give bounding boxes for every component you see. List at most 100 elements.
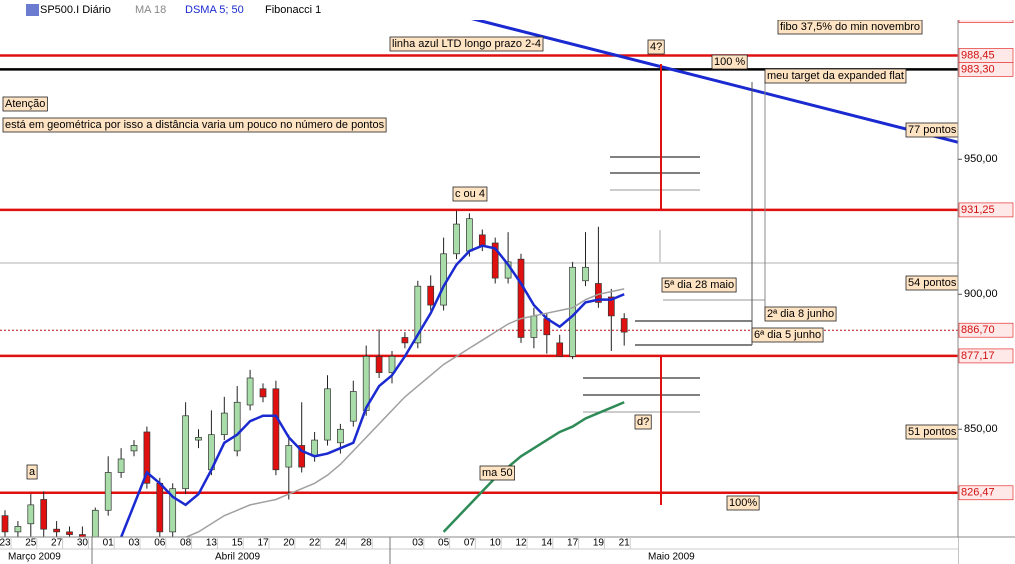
annotation: c ou 4	[452, 186, 488, 202]
x-tick-label: 30	[77, 538, 89, 549]
annotation-text: 2ª dia 8 junho	[767, 308, 834, 320]
x-tick-label: 08	[180, 538, 192, 549]
candle-body	[453, 223, 460, 255]
candle-body	[337, 428, 344, 444]
level-label: 826,47	[961, 487, 995, 499]
indicator-line	[119, 244, 625, 538]
candle-body	[259, 388, 267, 398]
annotation-text: 100%	[729, 497, 757, 509]
annotation: d?	[634, 414, 652, 430]
annotation-box	[647, 39, 665, 55]
annotation-box	[452, 186, 488, 202]
overlay: fibo 37,5% do min novembro linha azul LTD…	[2, 19, 959, 538]
candle-body	[91, 509, 99, 538]
x-group-label: Abril 2009	[215, 552, 260, 563]
candle-body	[195, 437, 202, 441]
candle-body	[324, 388, 331, 441]
level-label: 886,70	[961, 324, 995, 336]
annotation-box	[751, 327, 824, 343]
candle-body	[530, 315, 538, 338]
annotation: 6ª dia 5 junho	[751, 327, 824, 343]
annotation-text: meu target da expanded flat	[767, 70, 904, 82]
indicator[interactable]: DSMA 5; 50	[185, 4, 244, 16]
level-label-box	[958, 202, 1014, 218]
indicator[interactable]: MA 18	[135, 4, 166, 16]
x-tick-label: 13	[206, 538, 218, 549]
annotation-box	[726, 495, 760, 511]
annotation-box	[2, 117, 387, 133]
candle-body	[582, 266, 589, 282]
candle-body	[1, 515, 9, 533]
x-tick-label: 03	[128, 538, 140, 549]
y-tick-label: 900,00	[964, 288, 998, 300]
icon	[26, 4, 39, 16]
x-group-label: Maio 2009	[648, 552, 695, 563]
indicator-line	[185, 288, 625, 538]
annotation-box	[764, 306, 837, 322]
x-tick-label: 27	[51, 538, 63, 549]
candle-body	[349, 391, 357, 422]
annotation: 100%	[726, 495, 760, 511]
level-label-box	[958, 62, 1014, 77]
candle-body	[311, 439, 318, 457]
chart-title: SP500.I Diário	[40, 4, 111, 16]
annotation: Atenção	[2, 96, 48, 112]
candle-body	[414, 285, 422, 344]
x-tick-label: 07	[464, 538, 476, 549]
fib-marks	[583, 64, 766, 505]
candle-body	[401, 337, 409, 344]
indicator-line	[442, 401, 625, 533]
indicator[interactable]: Fibonacci 1	[265, 4, 321, 16]
annotation-box	[634, 414, 652, 430]
price-axis	[958, 0, 1015, 537]
annotation: 54 pontos	[905, 275, 959, 291]
x-group-label: Março 2009	[8, 552, 61, 563]
level-label-box	[958, 322, 1014, 338]
candle-body	[478, 234, 486, 247]
x-tick-label: 21	[619, 538, 631, 549]
annotation: a	[26, 464, 38, 480]
candle-body	[220, 412, 228, 436]
level-label-box	[958, 348, 1014, 364]
x-tick-label: 10	[490, 538, 502, 549]
candle-body	[569, 266, 576, 357]
x-tick-label: 20	[283, 538, 295, 549]
candle-body	[517, 258, 525, 338]
x-tick-label: 05	[438, 538, 450, 549]
annotation-box	[389, 36, 544, 52]
annotation-box	[711, 54, 748, 70]
annotation-text: Atenção	[5, 98, 45, 110]
annotation: meu target da expanded flat	[764, 68, 907, 84]
candle-body	[298, 445, 306, 468]
candle-body	[143, 431, 151, 484]
candle-body	[285, 445, 293, 468]
candle-body	[169, 488, 177, 533]
candle-body	[233, 401, 241, 452]
annotation-text: está em geométrica por isso a distância …	[5, 119, 385, 131]
candle-body	[40, 499, 48, 530]
candle-body	[466, 218, 473, 252]
candle-body	[130, 445, 138, 452]
candle-body	[620, 318, 628, 333]
x-tick-label: 22	[309, 538, 321, 549]
annotation-text: 5ª dia 28 maio	[664, 279, 734, 291]
annotation-text: 77 pontos	[908, 124, 957, 136]
candle-body	[117, 458, 125, 473]
x-tick-label: 14	[541, 538, 553, 549]
annotation: 100 %	[711, 54, 748, 70]
candle-body	[246, 377, 254, 406]
level-label: 877,17	[961, 350, 995, 362]
x-tick-label: 15	[232, 538, 244, 549]
level-label: 988,45	[961, 49, 995, 61]
x-tick-label: 01	[103, 538, 115, 549]
candle-body	[53, 528, 60, 533]
annotation-box	[661, 277, 737, 293]
y-tick-label: 950,00	[964, 153, 998, 165]
annotation-text: ma 50	[482, 467, 513, 479]
candle-body	[27, 504, 35, 525]
annotation-text: 100 %	[714, 56, 745, 68]
annotation-text: d?	[637, 416, 649, 428]
x-tick-label: 24	[335, 538, 347, 549]
candle-body	[491, 242, 499, 279]
